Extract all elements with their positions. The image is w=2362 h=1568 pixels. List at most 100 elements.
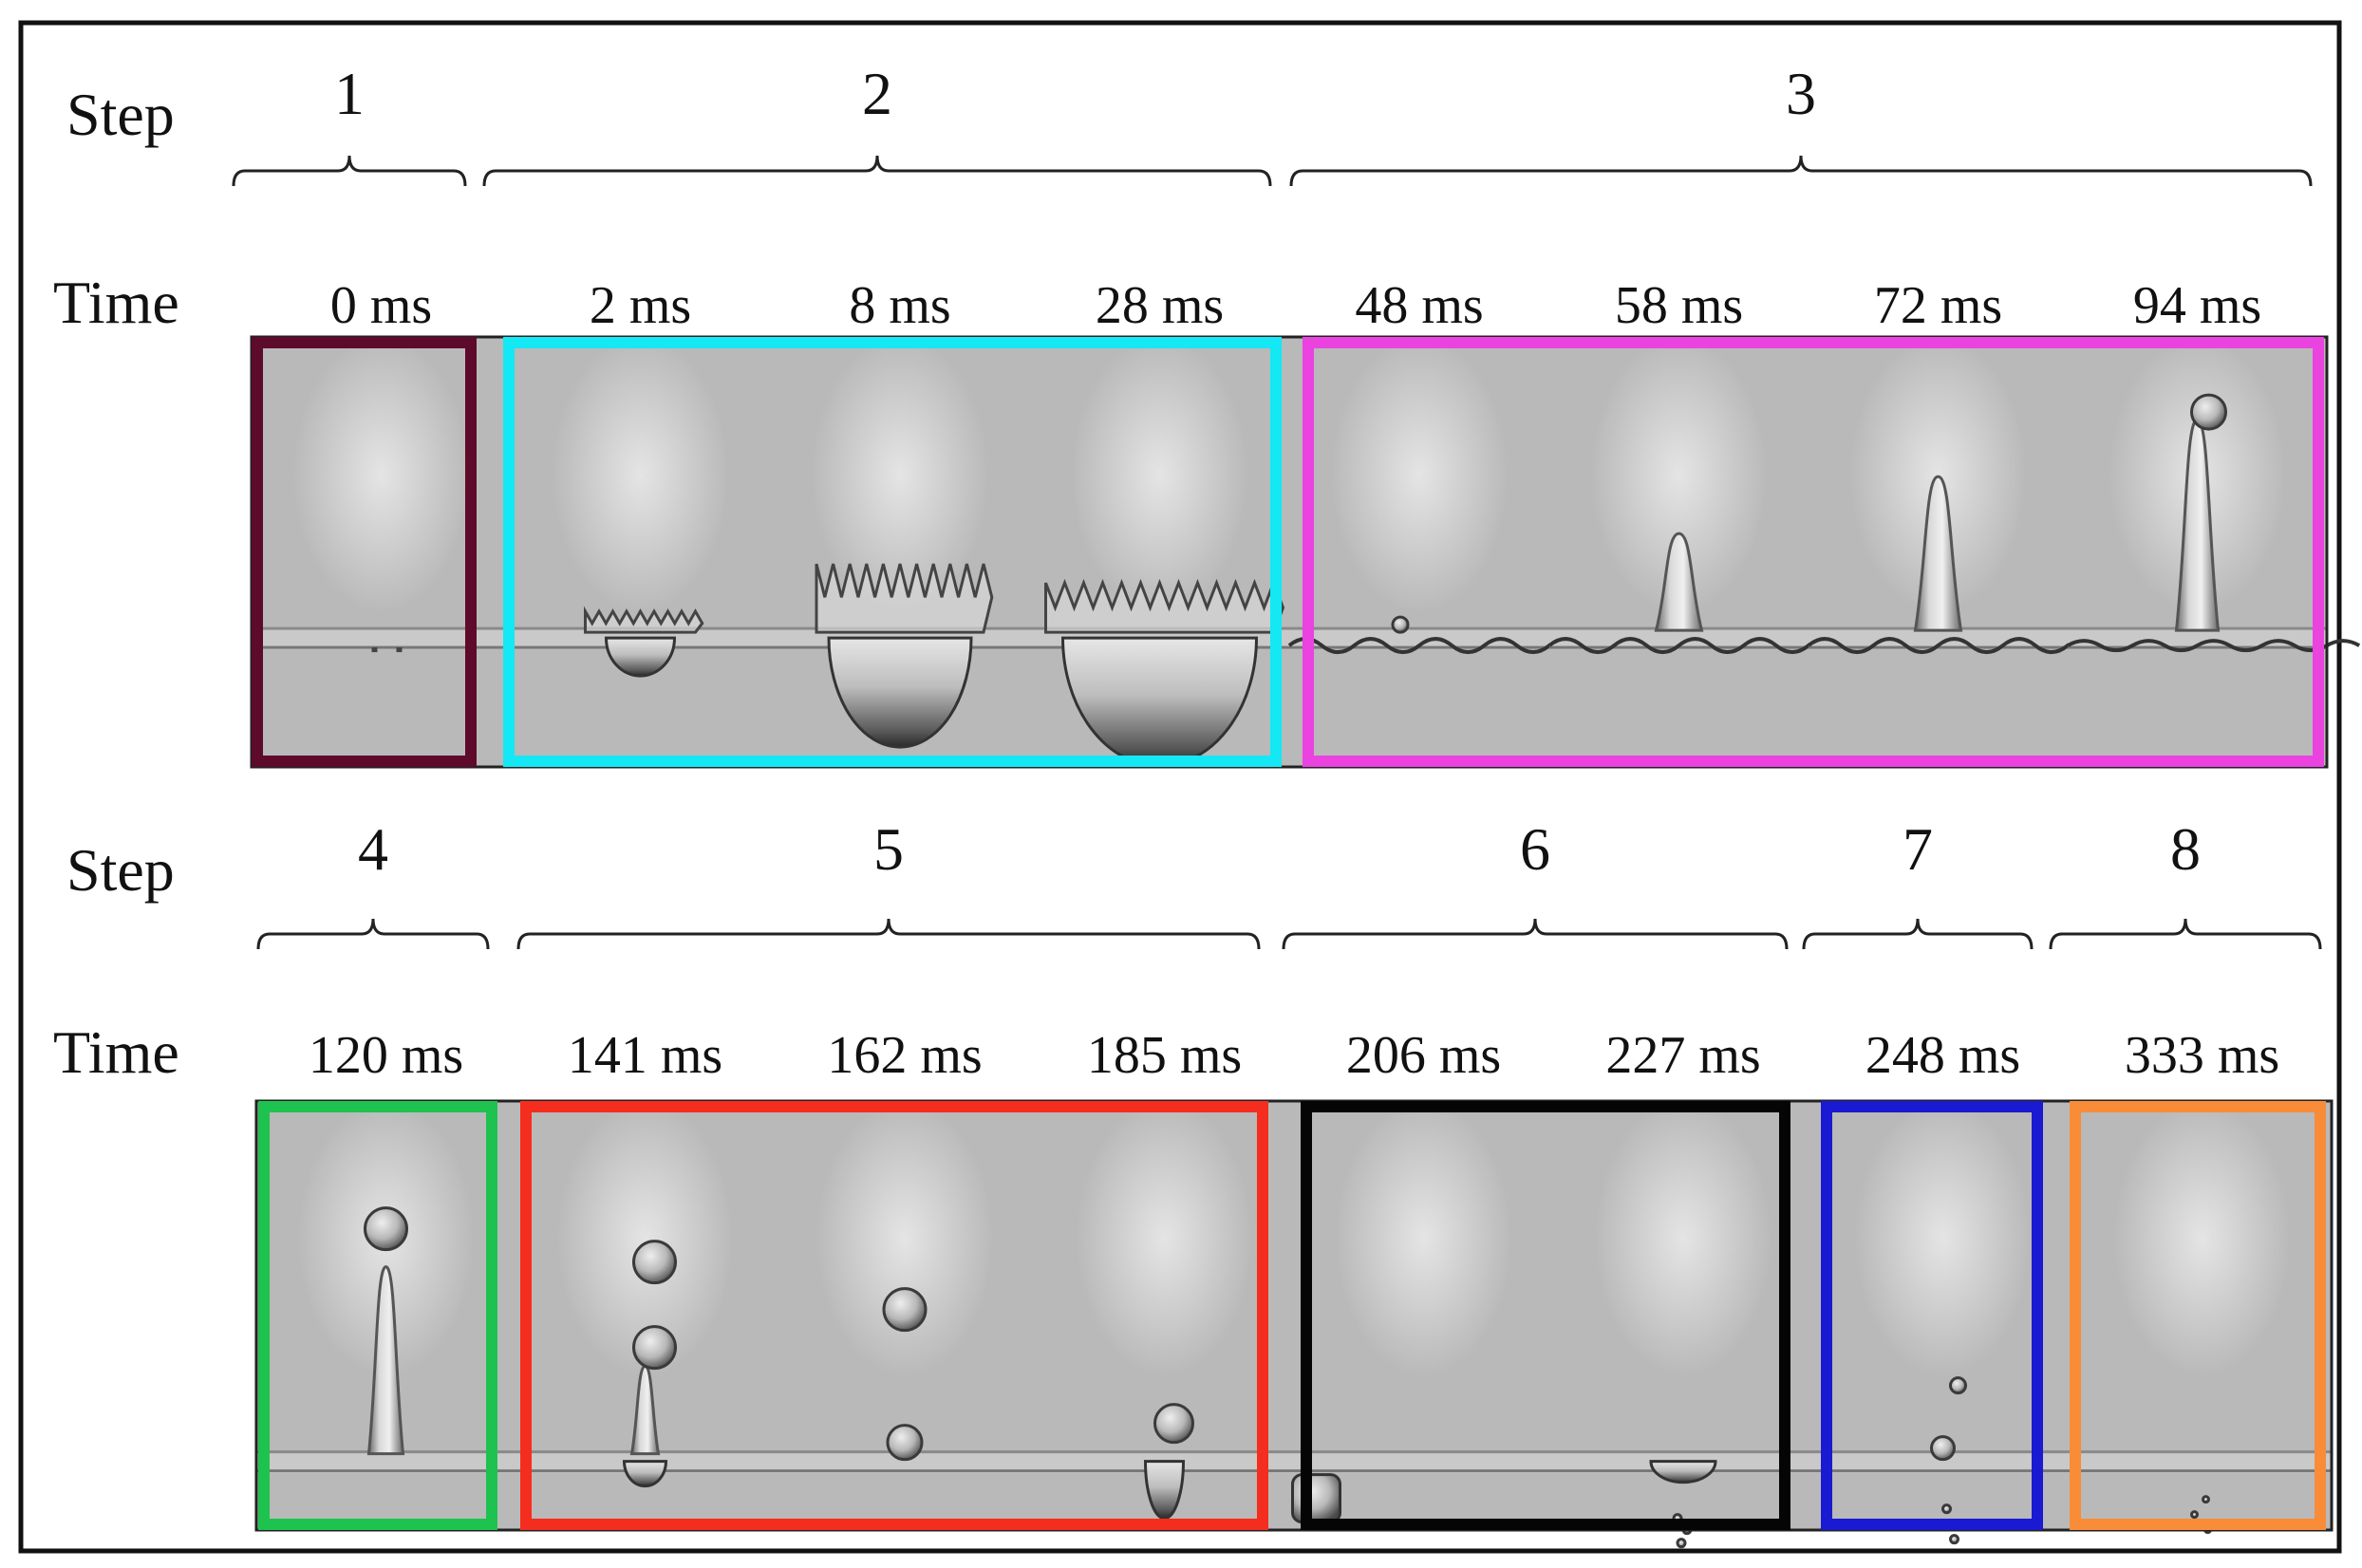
frame-120ms bbox=[256, 1101, 516, 1530]
water-surface bbox=[1813, 1451, 2072, 1473]
step-box-7 bbox=[1821, 1101, 2043, 1530]
surface-ripples bbox=[1807, 637, 2102, 655]
time-label: 248 ms bbox=[1865, 1026, 2020, 1085]
frame-333ms bbox=[2072, 1101, 2332, 1535]
time-label: 227 ms bbox=[1605, 1026, 1760, 1085]
secondary-drop bbox=[632, 1325, 677, 1371]
frame-94ms bbox=[2066, 337, 2361, 767]
step-number-6: 6 bbox=[1520, 815, 1550, 883]
crown-splash bbox=[1044, 578, 1285, 634]
micro-bubble bbox=[1941, 1503, 1952, 1515]
step-number-3: 3 bbox=[1786, 60, 1816, 127]
micro-bubble bbox=[2190, 1510, 2199, 1520]
pinched-drop bbox=[364, 1206, 408, 1252]
surface-ripples bbox=[1547, 637, 1843, 655]
contact-mark bbox=[396, 647, 403, 653]
cavity bbox=[827, 636, 973, 749]
step-row-label: Step bbox=[66, 81, 175, 148]
crown-splash bbox=[584, 606, 704, 634]
liquid-jet bbox=[1654, 532, 1704, 632]
step-brace-1 bbox=[232, 155, 467, 187]
falling-drop bbox=[882, 1287, 928, 1333]
tiny-drop bbox=[1949, 1376, 1967, 1395]
water-surface bbox=[1294, 1451, 1553, 1473]
step-brace-3 bbox=[1289, 155, 2313, 187]
step-number-2: 2 bbox=[862, 60, 892, 127]
step-brace-4 bbox=[256, 918, 490, 950]
entrained-bubble bbox=[1143, 1460, 1186, 1521]
time-label: 2 ms bbox=[590, 276, 691, 335]
step-box-3 bbox=[1303, 337, 2324, 767]
row-top: Step Time 1 2 3 0 ms 2 ms 8 ms 28 ms 48 ms 58 ms 72… bbox=[53, 60, 2361, 769]
time-label: 48 ms bbox=[1355, 276, 1483, 335]
water-surface bbox=[252, 628, 511, 650]
water-surface bbox=[2072, 1451, 2332, 1473]
time-row-label: Time bbox=[53, 269, 179, 336]
cavity bbox=[604, 636, 677, 678]
strip-outline bbox=[254, 1099, 2334, 1532]
step-box-5 bbox=[520, 1101, 1268, 1530]
micro-bubble bbox=[1949, 1534, 1959, 1545]
time-label: 58 ms bbox=[1615, 276, 1743, 335]
step-brace-2 bbox=[482, 155, 1272, 187]
surface-drop bbox=[1930, 1435, 1956, 1462]
frame-8ms bbox=[770, 337, 1030, 767]
contact-mark bbox=[371, 647, 378, 653]
surface-drop bbox=[886, 1424, 924, 1462]
micro-bubble bbox=[2202, 1495, 2210, 1504]
frame-227ms bbox=[1553, 1101, 1813, 1549]
step-box-2 bbox=[503, 337, 1282, 767]
water-surface bbox=[256, 1451, 516, 1473]
time-label: 141 ms bbox=[568, 1026, 722, 1085]
time-label: 8 ms bbox=[849, 276, 950, 335]
liquid-jet bbox=[1913, 475, 1963, 632]
sub-surface-bubble bbox=[1291, 1473, 1341, 1524]
step-brace-5 bbox=[516, 918, 1261, 950]
step-number-7: 7 bbox=[1903, 815, 1933, 883]
step-brace-6 bbox=[1282, 918, 1789, 950]
step-number-5: 5 bbox=[873, 815, 904, 883]
frame-28ms bbox=[1030, 337, 1289, 768]
frame-162ms bbox=[775, 1101, 1035, 1530]
row-bottom: Step Time 4 5 6 7 8 120 ms 141 ms 162 ms 185 ms 206… bbox=[53, 815, 2334, 1549]
time-label: 206 ms bbox=[1346, 1026, 1501, 1085]
frame-grain bbox=[511, 337, 770, 767]
time-label: 28 ms bbox=[1096, 276, 1224, 335]
jet-tip-drop bbox=[2190, 393, 2227, 431]
step-box-8 bbox=[2070, 1101, 2326, 1530]
frame-185ms bbox=[1035, 1101, 1294, 1530]
primary-drop bbox=[632, 1240, 677, 1285]
landing-drop bbox=[1153, 1403, 1194, 1445]
small-cavity bbox=[1649, 1460, 1717, 1484]
liquid-jet bbox=[366, 1265, 405, 1456]
crown-splash bbox=[815, 563, 994, 634]
frame-58ms bbox=[1547, 337, 1843, 767]
time-label: 72 ms bbox=[1874, 276, 2002, 335]
step-brace-8 bbox=[2049, 918, 2322, 950]
time-label: 333 ms bbox=[2125, 1026, 2279, 1085]
micro-bubble bbox=[1676, 1538, 1687, 1549]
frame-248ms bbox=[1813, 1101, 2072, 1545]
surface-ripples bbox=[2066, 639, 2361, 653]
time-row-label: Time bbox=[53, 1018, 179, 1086]
step-box-6 bbox=[1301, 1101, 1790, 1530]
step-box-1 bbox=[252, 337, 477, 767]
small-cavity bbox=[622, 1460, 668, 1488]
frame-206ms bbox=[1291, 1101, 1553, 1530]
frame-72ms bbox=[1807, 337, 2102, 767]
frame-grain bbox=[1289, 337, 1549, 767]
frame-141ms bbox=[516, 1101, 775, 1530]
step-row-label: Step bbox=[66, 836, 175, 904]
step-number-4: 4 bbox=[358, 815, 388, 883]
surface-ripples bbox=[1287, 637, 1584, 655]
time-label: 185 ms bbox=[1087, 1026, 1242, 1085]
time-label: 94 ms bbox=[2133, 276, 2261, 335]
step-number-1: 1 bbox=[334, 60, 365, 127]
water-surface bbox=[775, 1451, 1035, 1473]
frame-2ms bbox=[511, 337, 770, 767]
step-number-8: 8 bbox=[2170, 815, 2201, 883]
step-box-4 bbox=[258, 1101, 497, 1530]
frame-48ms bbox=[1287, 337, 1584, 767]
time-label: 0 ms bbox=[330, 276, 432, 335]
